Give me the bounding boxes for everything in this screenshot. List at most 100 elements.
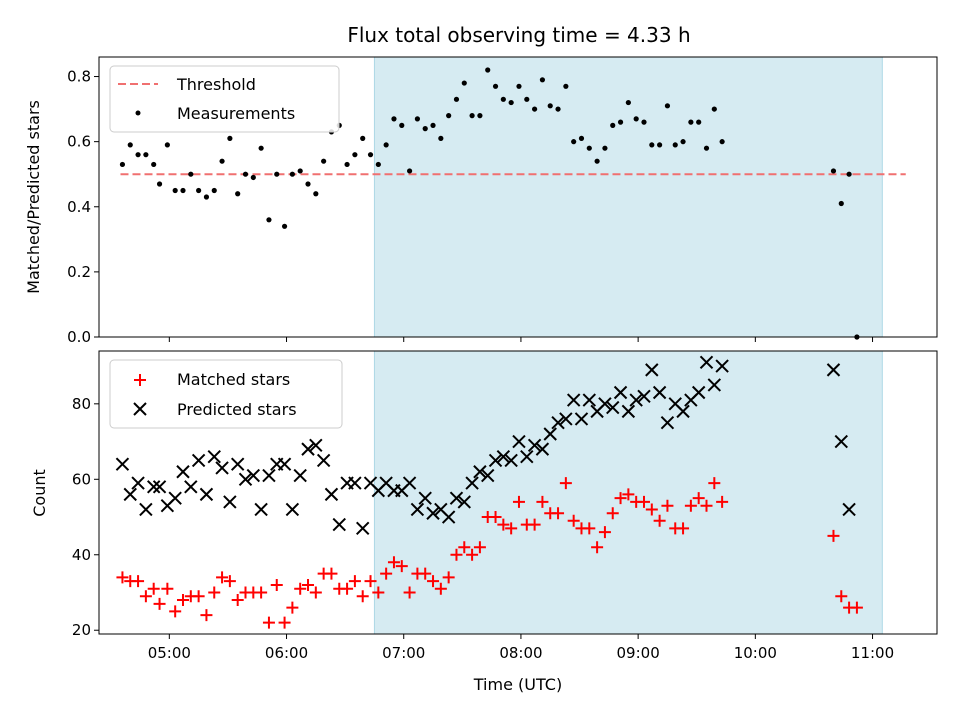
predicted-star-point — [131, 476, 145, 490]
measurement-point — [164, 142, 170, 148]
measurement-point — [344, 161, 350, 168]
y-tick-label: 0.8 — [67, 68, 91, 86]
matched-star-point — [341, 582, 354, 595]
y-tick-label: 60 — [72, 470, 91, 488]
measurement-point — [135, 152, 141, 158]
count-points — [115, 355, 863, 629]
predicted-star-point — [621, 404, 636, 419]
predicted-star-point — [707, 378, 722, 392]
matched-star-point — [661, 499, 674, 512]
measurement-point — [242, 171, 249, 177]
measurement-point — [172, 187, 178, 194]
measurement-point — [352, 152, 358, 158]
measurement-point — [274, 171, 280, 177]
matched-star-point — [169, 605, 182, 618]
matched-star-point — [427, 575, 440, 588]
matched-star-point — [567, 514, 580, 527]
matched-star-point — [850, 601, 863, 614]
predicted-star-point — [324, 487, 339, 502]
predicted-star-point — [139, 502, 153, 517]
measurement-point — [641, 119, 647, 125]
predicted-star-point — [520, 449, 534, 464]
matched-star-point — [466, 548, 479, 561]
predicted-star-point — [301, 442, 315, 456]
y-tick-label: 80 — [72, 395, 91, 413]
matched-star-point — [200, 609, 213, 622]
predicted-star-point — [355, 521, 370, 536]
measurement-point — [119, 161, 126, 168]
measurement-point — [617, 119, 624, 125]
matched-star-point — [302, 578, 315, 591]
y-tick-label: 20 — [72, 621, 91, 639]
measurement-point — [383, 142, 389, 148]
matched-star-point — [505, 522, 518, 535]
predicted-star-point — [332, 517, 346, 532]
measurement-point — [250, 174, 256, 181]
measurement-point — [391, 116, 397, 122]
matched-star-point — [536, 495, 549, 508]
measurement-point — [571, 139, 577, 145]
measurement-point — [563, 83, 569, 89]
measurement-point — [485, 67, 491, 73]
matched-star-point — [473, 541, 486, 554]
legend-threshold-label: Threshold — [176, 75, 256, 94]
matched-star-point — [512, 495, 525, 508]
matched-star-point — [645, 503, 658, 516]
predicted-star-point — [551, 415, 565, 430]
matched-star-point — [278, 616, 291, 629]
matched-star-point — [395, 560, 408, 573]
matched-star-point — [598, 526, 611, 539]
predicted-star-point — [676, 404, 690, 419]
bottom-plot-frame — [98, 350, 938, 635]
matched-star-point — [153, 597, 166, 610]
y-tick-label: 0.0 — [67, 328, 91, 346]
matched-star-point — [528, 518, 541, 531]
predicted-star-point — [652, 385, 667, 400]
measurement-point — [539, 77, 546, 83]
predicted-star-point — [481, 468, 495, 483]
measurement-point — [281, 223, 288, 229]
predicted-star-point — [207, 449, 221, 464]
chart-title: Flux total observing time = 4.33 h — [347, 23, 690, 47]
predicted-star-point — [309, 438, 323, 453]
measurement-point — [453, 96, 460, 102]
measurement-point — [430, 122, 436, 128]
predicted-star-point — [254, 502, 268, 517]
measurement-point — [438, 135, 444, 141]
y-tick-label: 0.4 — [67, 198, 91, 216]
matched-star-point — [132, 575, 145, 588]
measurement-point — [422, 126, 428, 132]
measurement-point — [532, 106, 538, 112]
measurement-point — [151, 161, 157, 168]
measurement-point — [235, 191, 241, 197]
predicted-star-point — [465, 476, 479, 490]
matched-star-point — [294, 582, 307, 595]
matched-star-point — [591, 541, 604, 554]
predicted-star-point — [504, 453, 518, 468]
x-tick-label: 11:00 — [851, 644, 894, 662]
measurement-point — [367, 152, 374, 158]
measurement-point — [610, 122, 616, 128]
measurement-point — [143, 152, 149, 158]
measurement-point — [188, 171, 194, 177]
predicted-star-point — [238, 472, 253, 487]
predicted-star-point — [277, 457, 292, 471]
matched-star-point — [262, 616, 275, 629]
measurement-point — [516, 83, 522, 89]
x-tick-label: 06:00 — [265, 644, 308, 662]
predicted-star-point — [115, 457, 130, 471]
y-tick-label: 0.6 — [67, 133, 91, 151]
predicted-star-point — [691, 385, 706, 400]
predicted-star-point — [426, 506, 440, 520]
measurement-point — [672, 142, 678, 148]
measurement-point — [657, 142, 663, 148]
measurement-point — [399, 122, 405, 128]
predicted-star-point — [285, 502, 300, 517]
predicted-star-point — [834, 434, 848, 449]
predicted-star-point — [418, 491, 432, 505]
matched-star-point — [380, 567, 393, 580]
measurement-point — [680, 139, 686, 145]
predicted-star-point — [629, 393, 643, 407]
predicted-star-point — [842, 502, 856, 517]
matched-star-point — [255, 586, 268, 599]
